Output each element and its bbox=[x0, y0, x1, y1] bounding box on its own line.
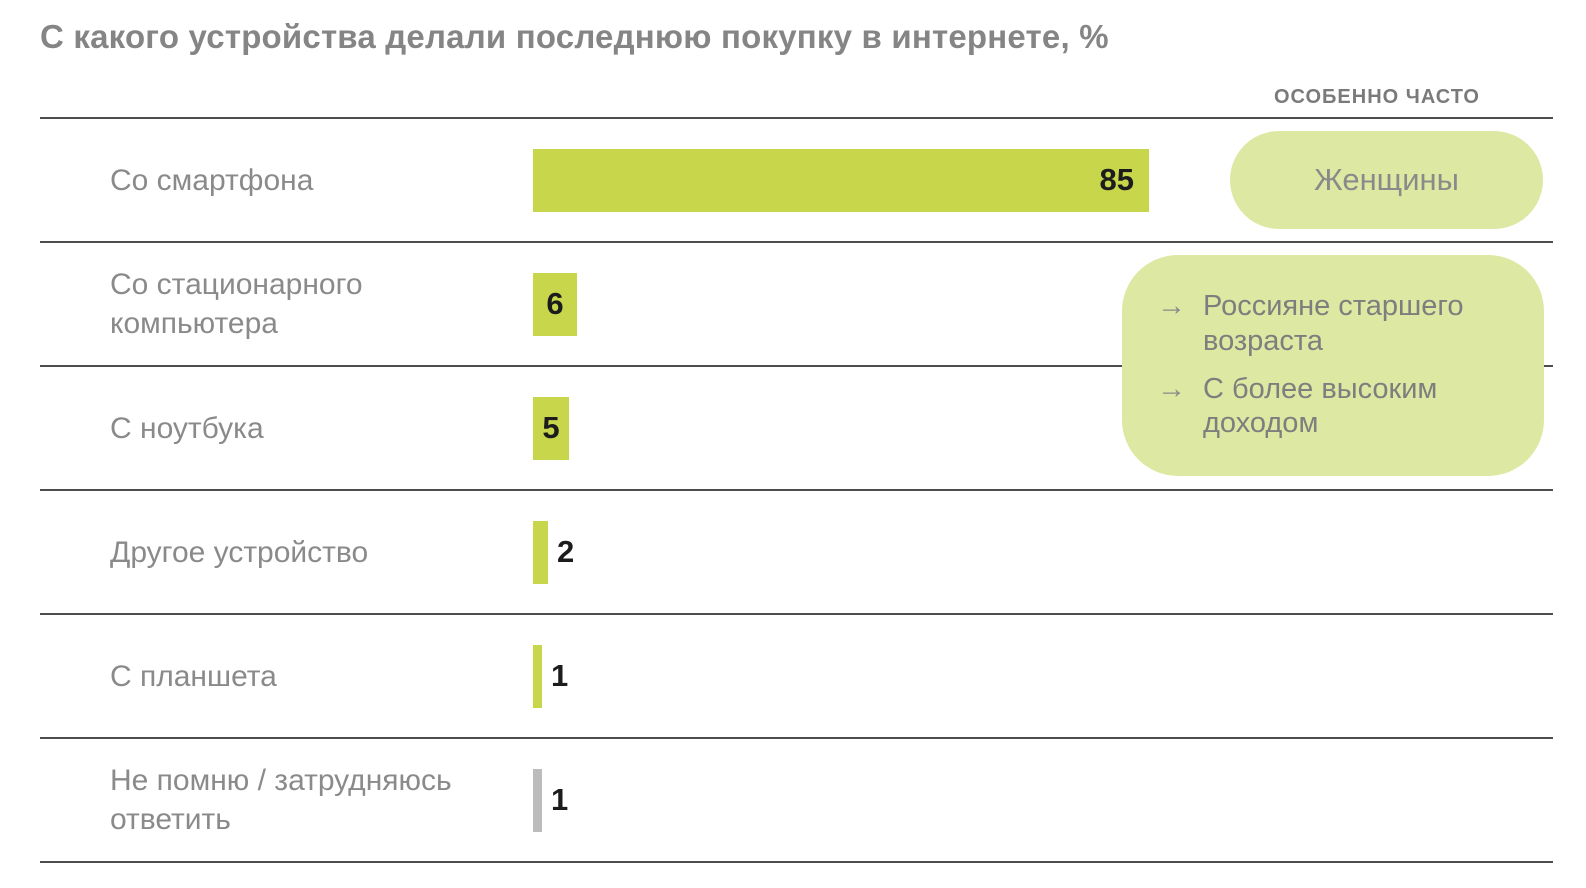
right-column-header: ОСОБЕННО ЧАСТО bbox=[1274, 86, 1480, 108]
value-label: 6 bbox=[546, 286, 564, 321]
category-label-cell: Со смартфона bbox=[40, 161, 533, 200]
chart-row: Другое устройство 2 bbox=[40, 491, 1553, 615]
callout-item: → С более высоким доходом bbox=[1157, 372, 1514, 442]
category-label-cell: Со стационарного компьютера bbox=[40, 265, 533, 343]
bar-area: 1 bbox=[533, 615, 1553, 737]
callout-item: → Россияне старшего возраста bbox=[1157, 289, 1514, 359]
category-label: Со смартфона bbox=[110, 163, 314, 197]
category-label: С планшета bbox=[110, 659, 277, 693]
callout-item-text: С более высоким доходом bbox=[1203, 372, 1438, 440]
category-label-cell: С ноутбука bbox=[40, 409, 533, 448]
chart-row: С планшета 1 bbox=[40, 615, 1553, 739]
value-label: 85 bbox=[1099, 162, 1134, 197]
bar: 6 bbox=[533, 272, 577, 336]
bar bbox=[533, 520, 548, 584]
category-label: Не помню / затрудняюсь ответить bbox=[110, 764, 452, 836]
annotation-callout-box: → Россияне старшего возраста → С более высо… bbox=[1122, 255, 1544, 476]
value-label: 1 bbox=[551, 658, 569, 693]
chart-row: Не помню / затрудняюсь ответить 1 bbox=[40, 739, 1553, 863]
bar: 85 bbox=[533, 148, 1149, 212]
bar bbox=[533, 644, 542, 708]
chart-row: Со стационарного компьютера 6 bbox=[40, 243, 1553, 367]
bar bbox=[533, 768, 542, 832]
chart-row: С ноутбука 5 bbox=[40, 367, 1553, 491]
chart-title: С какого устройства делали последнюю пок… bbox=[40, 18, 1109, 55]
value-label: 5 bbox=[542, 410, 560, 445]
arrow-right-icon: → bbox=[1157, 372, 1186, 405]
value-label: 2 bbox=[557, 534, 575, 569]
bar-rows-container: Со смартфона 85 Со стационарного компьютер… bbox=[40, 117, 1553, 863]
bar-area: 85 bbox=[533, 119, 1553, 241]
bar-area: 1 bbox=[533, 739, 1553, 861]
bar-area: 6 bbox=[533, 243, 1553, 365]
category-label-cell: С планшета bbox=[40, 657, 533, 696]
callout-item-text: Россияне старшего возраста bbox=[1203, 290, 1464, 357]
category-label: Со стационарного компьютера bbox=[110, 268, 363, 340]
bar-area: 5 bbox=[533, 367, 1553, 489]
chart-row: Со смартфона 85 bbox=[40, 119, 1553, 243]
category-label-cell: Другое устройство bbox=[40, 533, 533, 572]
category-label: С ноутбука bbox=[110, 411, 264, 445]
value-label: 1 bbox=[551, 782, 569, 817]
arrow-right-icon: → bbox=[1157, 290, 1186, 322]
bar-area: 2 bbox=[533, 491, 1553, 613]
annotation-pill-label: Женщины bbox=[1314, 162, 1459, 197]
category-label: Другое устройство bbox=[110, 535, 369, 569]
category-label-cell: Не помню / затрудняюсь ответить bbox=[40, 761, 533, 839]
annotation-pill-women: Женщины bbox=[1230, 131, 1543, 229]
bar: 5 bbox=[533, 396, 569, 460]
